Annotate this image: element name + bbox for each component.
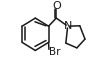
Text: Br: Br — [49, 47, 60, 57]
Text: O: O — [52, 1, 61, 11]
Text: N: N — [63, 21, 72, 31]
